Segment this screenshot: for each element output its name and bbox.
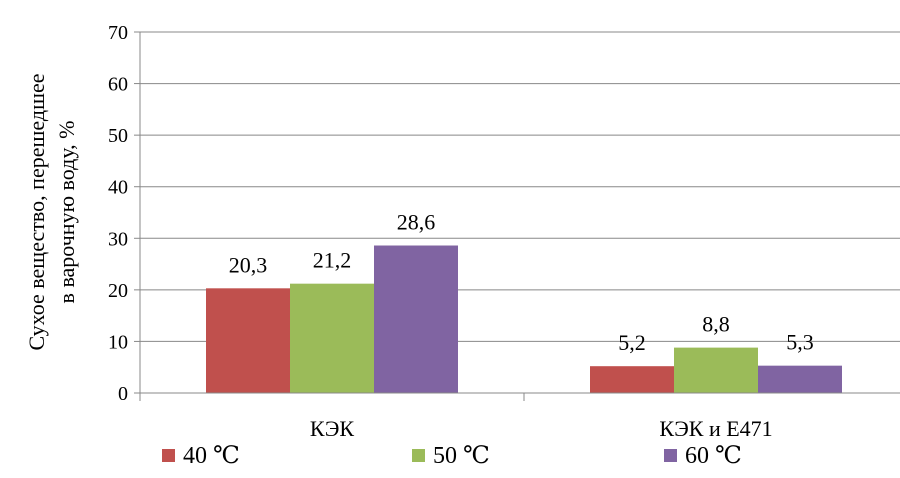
legend-label: 40 ℃	[183, 442, 240, 469]
legend-item: 40 ℃	[162, 440, 240, 470]
bar	[674, 347, 758, 393]
data-label: 21,2	[313, 248, 352, 273]
y-tick-label: 10	[108, 331, 128, 353]
x-tick-label: КЭК	[310, 416, 354, 441]
data-label: 20,3	[229, 252, 268, 277]
legend-item: 60 ℃	[664, 440, 742, 470]
legend-swatch	[162, 448, 175, 462]
y-tick-label: 30	[108, 228, 128, 250]
y-tick-labels: 0 10 20 30 40 50 60 70	[108, 22, 140, 405]
y-tick-label: 0	[118, 383, 128, 405]
y-tick-label: 20	[108, 280, 128, 302]
legend-label: 60 ℃	[685, 442, 742, 469]
bar	[374, 245, 458, 393]
data-label: 5,3	[786, 330, 814, 355]
bar	[206, 288, 290, 393]
y-tick-label: 40	[108, 177, 128, 199]
legend-swatch	[664, 448, 677, 462]
y-axis-label-line: в варочную воду, %	[54, 121, 79, 304]
data-label: 28,6	[397, 210, 436, 235]
y-tick-label: 70	[108, 22, 128, 44]
legend-label: 50 ℃	[433, 442, 490, 469]
data-labels: 20,3 21,2 28,6 5,2 8,8 5,3	[229, 210, 814, 356]
bar	[758, 365, 842, 393]
x-tick-label: КЭК и Е471	[659, 416, 772, 441]
data-label: 5,2	[618, 330, 646, 355]
x-axis: КЭК КЭК и Е471	[139, 32, 900, 441]
legend-swatch	[412, 448, 425, 462]
y-axis-label: Сухое вещество, перешедшее в варочную вод…	[24, 73, 79, 350]
y-axis-label-line: Сухое вещество, перешедшее	[24, 73, 49, 350]
y-tick-label: 50	[108, 125, 128, 147]
bar	[290, 283, 374, 393]
y-tick-label: 60	[108, 74, 128, 96]
data-label: 8,8	[702, 312, 730, 337]
legend-item: 50 ℃	[412, 440, 490, 470]
bar	[590, 366, 674, 393]
bars	[206, 245, 842, 393]
